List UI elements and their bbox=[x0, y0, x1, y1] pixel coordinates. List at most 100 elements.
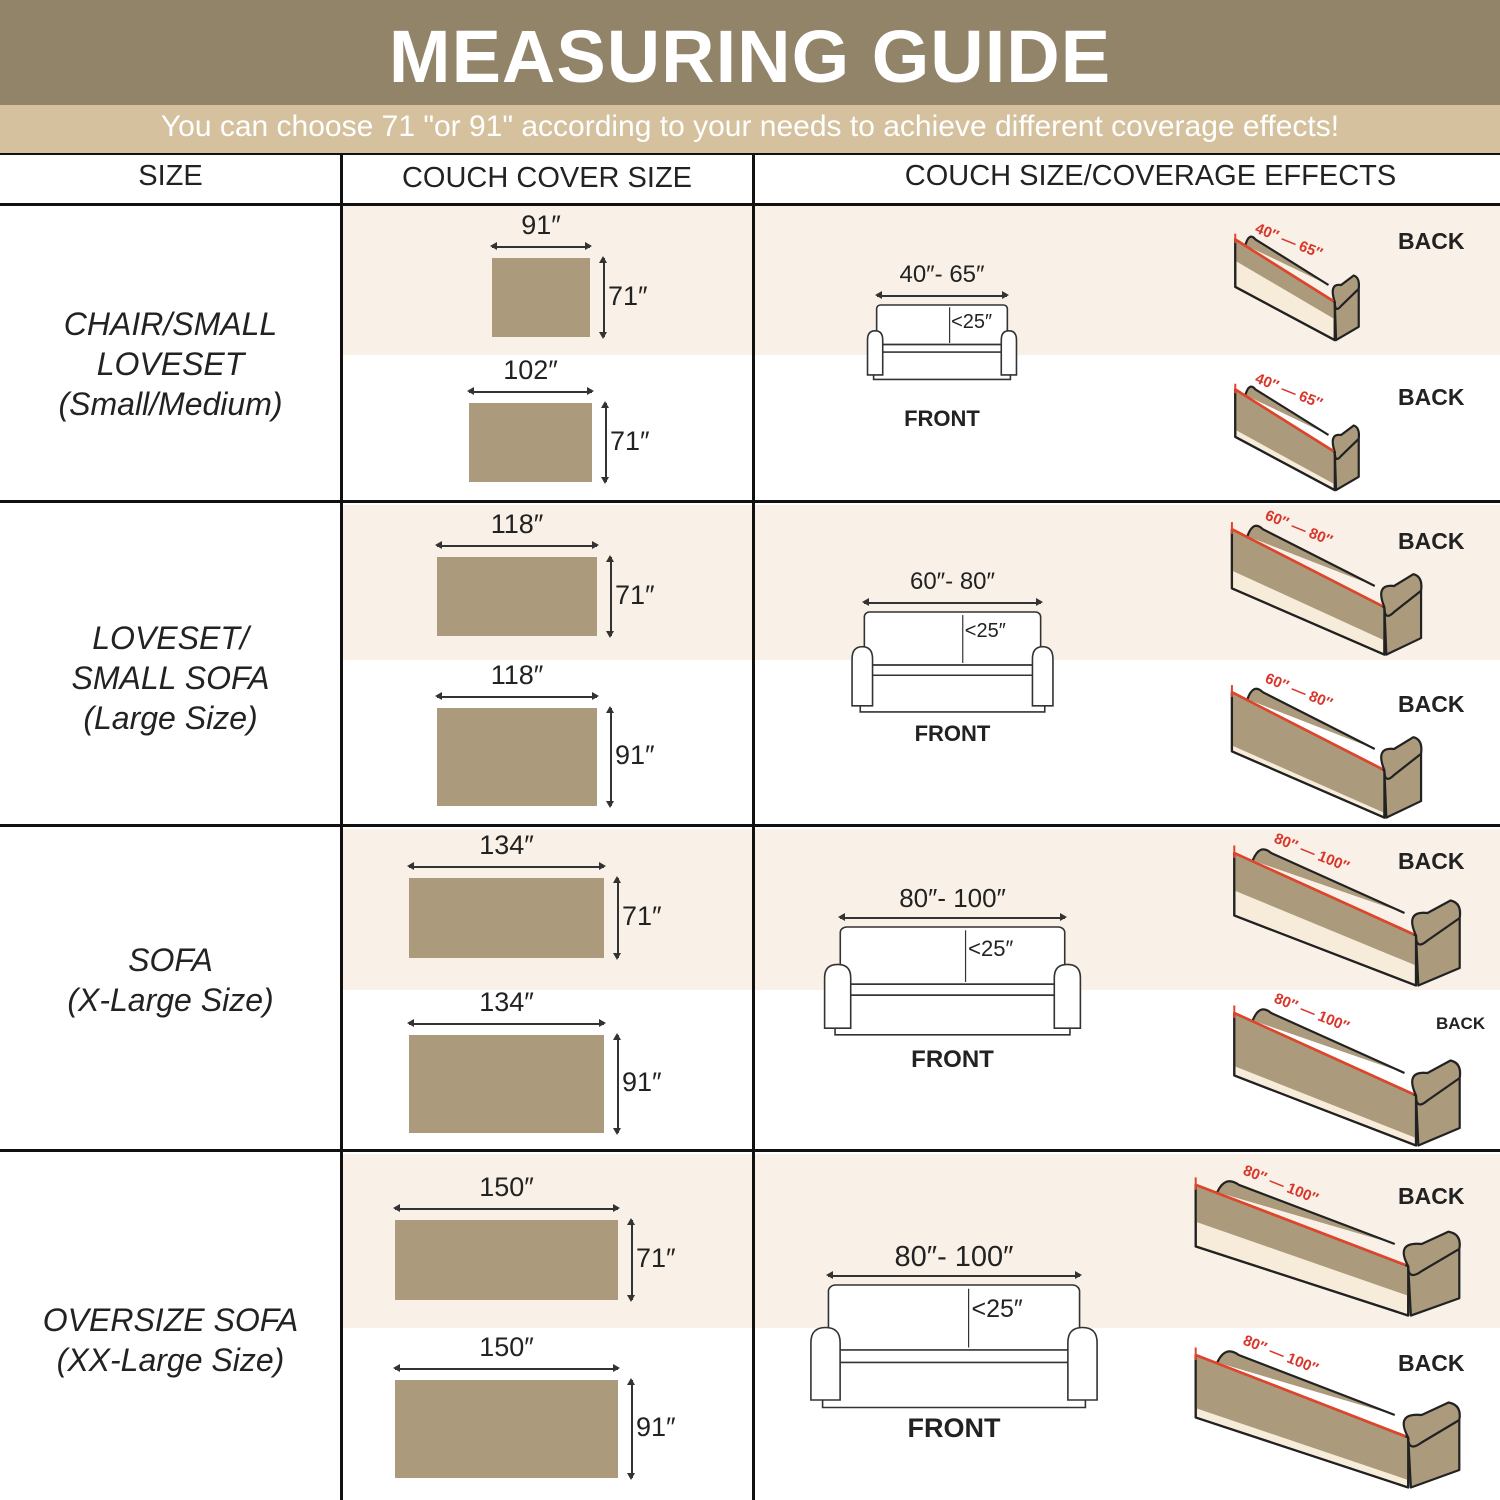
sofa-right-arm bbox=[1032, 647, 1053, 706]
cover-height: 71″ bbox=[610, 425, 650, 456]
back-panel-covered bbox=[1234, 853, 1416, 966]
row-divider bbox=[0, 153, 1500, 155]
width-arrow bbox=[393, 1205, 620, 1211]
front-sofa-diagram bbox=[850, 612, 1055, 714]
cover-height: 71″ bbox=[636, 1243, 676, 1273]
front-depth: <25″ bbox=[968, 935, 1014, 961]
sofa-arm bbox=[1333, 426, 1359, 491]
width-arrow bbox=[407, 863, 606, 869]
cover-width: 134″ bbox=[479, 987, 534, 1017]
sofa-base bbox=[860, 675, 1045, 712]
back-panel-covered bbox=[1195, 1184, 1409, 1296]
sofa-base bbox=[874, 352, 1011, 379]
cover-height: 71″ bbox=[608, 280, 648, 311]
height-arrow bbox=[600, 256, 606, 339]
front-label: FRONT bbox=[904, 406, 980, 431]
height-arrow bbox=[614, 876, 620, 960]
back-label: BACK bbox=[1398, 384, 1465, 410]
back-cushion-top bbox=[1253, 849, 1405, 913]
front-width-arrow bbox=[862, 599, 1043, 605]
sofa-base bbox=[823, 1363, 1086, 1408]
row-divider bbox=[0, 1149, 1500, 1152]
back-label: BACK bbox=[1398, 1350, 1465, 1376]
back-label: BACK bbox=[1398, 848, 1465, 874]
cover-height: 71″ bbox=[622, 901, 662, 931]
front-width: 80″- 100″ bbox=[894, 1241, 1014, 1273]
header-coverage: COUCH SIZE/COVERAGE EFFECTS bbox=[904, 160, 1397, 192]
sofa-arm bbox=[1333, 276, 1359, 341]
back-panel-covered bbox=[1231, 529, 1385, 641]
measure-line bbox=[1196, 1185, 1406, 1265]
sofa-right-arm bbox=[1054, 964, 1080, 1028]
cover-swatch bbox=[395, 1220, 618, 1300]
size-label: CHAIR/SMALL bbox=[63, 306, 278, 342]
measure-line bbox=[1232, 692, 1383, 769]
header-cover-size: COUCH COVER SIZE bbox=[401, 162, 693, 194]
cover-swatch bbox=[409, 1035, 604, 1133]
measure-line bbox=[1234, 1013, 1413, 1094]
back-sofa-diagram bbox=[1230, 515, 1423, 657]
column-divider bbox=[340, 155, 343, 1500]
front-sofa-diagram bbox=[866, 305, 1018, 381]
size-label: SMALL SOFA bbox=[71, 660, 270, 696]
cover-swatch bbox=[469, 403, 592, 482]
page-title: MEASURING GUIDE bbox=[388, 15, 1112, 98]
cover-width: 134″ bbox=[479, 830, 534, 860]
back-label: BACK bbox=[1398, 528, 1465, 554]
header-size: SIZE bbox=[138, 160, 203, 192]
size-label: (Large Size) bbox=[83, 700, 258, 736]
back-sofa-diagram bbox=[1232, 838, 1462, 988]
row-divider bbox=[0, 824, 1500, 827]
front-width-arrow bbox=[826, 1272, 1082, 1278]
back-sofa-diagram bbox=[1193, 1170, 1462, 1318]
measure-line bbox=[1232, 529, 1383, 606]
size-label: (X-Large Size) bbox=[67, 982, 274, 1018]
cover-width: 150″ bbox=[479, 1332, 534, 1362]
width-arrow bbox=[393, 1365, 620, 1371]
sofa-seat bbox=[840, 984, 1064, 995]
back-cushion-top bbox=[1245, 237, 1328, 285]
width-arrow bbox=[435, 542, 599, 548]
sofa-backrest bbox=[828, 1285, 1079, 1350]
back-sofa-diagram bbox=[1234, 228, 1360, 342]
front-width-arrow bbox=[838, 914, 1068, 920]
back-sofa-diagram bbox=[1193, 1340, 1462, 1490]
cover-swatch bbox=[437, 557, 597, 636]
column-divider bbox=[752, 155, 755, 1500]
arm-edge bbox=[1384, 591, 1421, 616]
sofa-base bbox=[835, 995, 1070, 1035]
cover-width: 102″ bbox=[503, 355, 558, 385]
size-label: SOFA bbox=[128, 942, 213, 978]
back-cushion-top bbox=[1217, 1181, 1395, 1244]
sofa-arm bbox=[1404, 1232, 1460, 1316]
front-depth: <25″ bbox=[971, 1295, 1023, 1323]
sofa-backrest bbox=[864, 612, 1040, 665]
subtitle-band bbox=[0, 105, 1500, 153]
front-sofa-diagram bbox=[822, 927, 1083, 1037]
back-cushion-top bbox=[1253, 1009, 1405, 1073]
front-sofa-diagram bbox=[808, 1285, 1100, 1410]
back-cushion-top bbox=[1245, 387, 1328, 435]
width-arrow bbox=[435, 693, 599, 699]
cover-swatch bbox=[437, 708, 597, 806]
cover-height: 91″ bbox=[622, 1067, 662, 1097]
cover-width: 91″ bbox=[521, 210, 561, 240]
front-label: FRONT bbox=[911, 1046, 994, 1073]
back-cushion-top bbox=[1247, 526, 1374, 586]
measure-line bbox=[1235, 239, 1333, 301]
front-width: 80″- 100″ bbox=[899, 883, 1006, 913]
height-arrow bbox=[607, 555, 613, 638]
width-arrow bbox=[467, 388, 594, 394]
front-width-arrow bbox=[874, 292, 1010, 298]
size-label: LOVESET/ bbox=[92, 620, 249, 656]
arm-edge bbox=[1335, 439, 1359, 459]
cover-height: 91″ bbox=[636, 1412, 676, 1442]
arm-edge bbox=[1408, 1420, 1459, 1447]
back-sofa-diagram bbox=[1230, 678, 1423, 820]
sofa-backrest bbox=[840, 927, 1064, 984]
subtitle: You can choose 71 "or 91" according to y… bbox=[160, 110, 1340, 143]
arm-edge bbox=[1335, 289, 1359, 309]
sofa-left-arm bbox=[868, 331, 883, 375]
height-arrow bbox=[628, 1378, 634, 1480]
